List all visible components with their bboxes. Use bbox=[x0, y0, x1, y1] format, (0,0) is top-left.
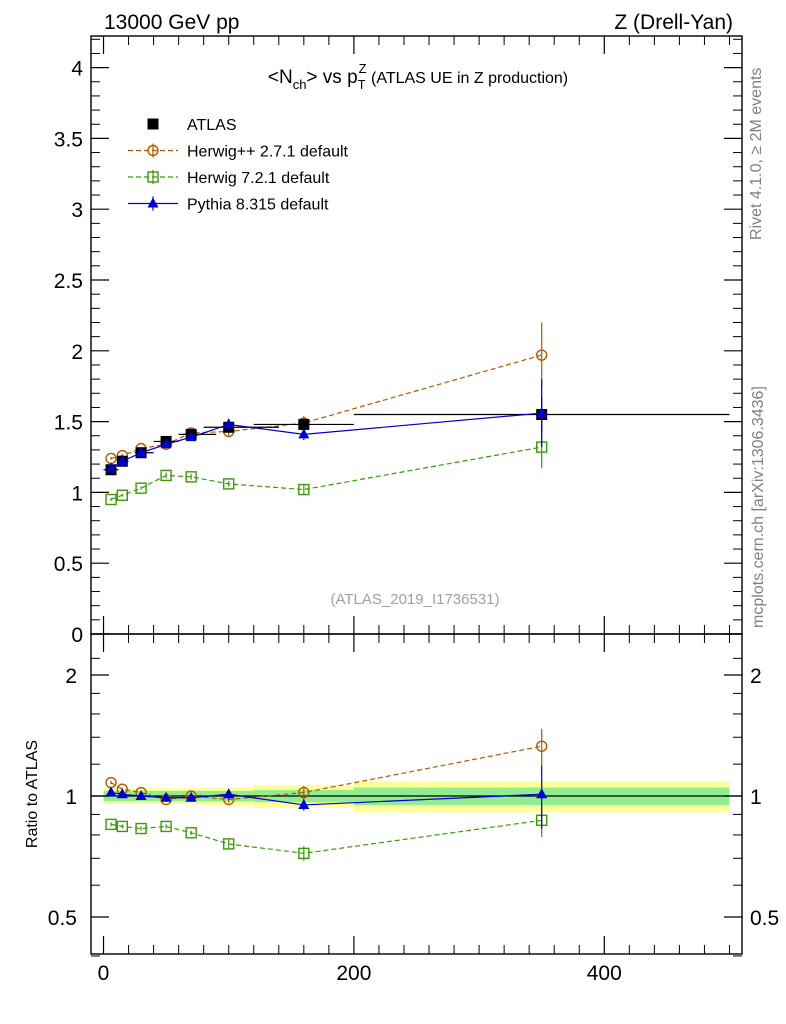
legend-marker bbox=[147, 171, 159, 183]
ratio-y-tick-label-right: 2 bbox=[750, 665, 762, 688]
main-line-herwig-7-2-1-default bbox=[110, 446, 542, 501]
ratio-point-pythia-8-315-default bbox=[116, 788, 128, 799]
ratio-point-herwig-7-2-1-default bbox=[116, 820, 128, 833]
ratio-point-herwig-7-2-1-default bbox=[223, 838, 235, 850]
y-tick-label: 2.5 bbox=[54, 270, 83, 293]
main-point-pythia-8-315-default bbox=[536, 407, 548, 418]
ratio-point-herwig-2-7-1-default bbox=[298, 786, 310, 799]
header-left: 13000 GeV pp bbox=[104, 11, 239, 34]
ratio-point-herwig-7-2-1-default bbox=[135, 822, 147, 835]
main-point-pythia-8-315-default bbox=[116, 455, 128, 466]
x-tick-label: 400 bbox=[587, 962, 622, 985]
ratio-point-herwig-2-7-1-default bbox=[535, 740, 548, 752]
y-tick-label: 4 bbox=[71, 58, 83, 81]
main-point-pythia-8-315-default bbox=[135, 446, 147, 457]
main-point-pythia-8-315-default bbox=[185, 431, 197, 442]
main-point-pythia-8-315-default bbox=[160, 438, 172, 449]
main-line-pythia-8-315-default bbox=[110, 412, 542, 469]
legend-marker bbox=[147, 118, 159, 130]
main-point-herwig-7-2-1-default bbox=[116, 489, 128, 501]
legend-marker bbox=[147, 197, 159, 208]
main-line-herwig-2-7-1-default bbox=[110, 354, 542, 459]
side-label-mcplots: mcplots.cern.ch [arXiv:1306.3436] bbox=[750, 386, 767, 628]
main-point-herwig-7-2-1-default bbox=[160, 469, 172, 482]
legend-label: Herwig++ 2.7.1 default bbox=[187, 144, 349, 161]
y-tick-label: 0.5 bbox=[54, 553, 83, 576]
y-tick-label: 0 bbox=[71, 624, 83, 647]
main-point-atlas bbox=[298, 418, 310, 430]
main-point-herwig-7-2-1-default bbox=[298, 483, 310, 496]
ratio-y-tick-label: 0.5 bbox=[48, 907, 77, 930]
y-tick-label: 3.5 bbox=[54, 128, 83, 151]
main-point-pythia-8-315-default bbox=[105, 462, 117, 473]
legend-label: Pythia 8.315 default bbox=[187, 197, 329, 214]
ratio-ylabel: Ratio to ATLAS bbox=[24, 740, 41, 848]
main-point-herwig-7-2-1-default bbox=[223, 478, 235, 490]
ratio-y-tick-label: 1 bbox=[65, 786, 77, 809]
y-tick-label: 1.5 bbox=[54, 412, 83, 435]
legend-marker bbox=[147, 144, 159, 157]
ratio-point-herwig-7-2-1-default bbox=[298, 847, 310, 860]
main-point-herwig-2-7-1-default bbox=[535, 349, 548, 361]
ratio-point-herwig-7-2-1-default bbox=[185, 827, 197, 839]
analysis-watermark: (ATLAS_2019_I1736531) bbox=[330, 591, 499, 608]
ratio-point-pythia-8-315-default bbox=[160, 791, 172, 802]
main-point-pythia-8-315-default bbox=[223, 418, 235, 429]
main-point-herwig-7-2-1-default bbox=[105, 493, 117, 506]
ratio-point-pythia-8-315-default bbox=[185, 791, 197, 802]
side-label-rivet: Rivet 4.1.0, ≥ 2M events bbox=[748, 68, 765, 240]
ratio-y-tick-label-right: 0.5 bbox=[750, 907, 779, 930]
ratio-point-pythia-8-315-default bbox=[105, 786, 117, 797]
ratio-frame bbox=[90, 633, 743, 955]
ratio-y-tick-label: 2 bbox=[65, 665, 77, 688]
ratio-point-pythia-8-315-default bbox=[536, 788, 548, 799]
ratio-line-herwig-7-2-1-default bbox=[110, 819, 542, 854]
main-point-herwig-7-2-1-default bbox=[135, 482, 147, 494]
x-tick-label: 200 bbox=[336, 962, 371, 985]
legend-label: ATLAS bbox=[187, 117, 237, 134]
ratio-point-pythia-8-315-default bbox=[298, 798, 310, 809]
ratio-point-pythia-8-315-default bbox=[223, 788, 235, 799]
y-tick-label: 2 bbox=[71, 341, 83, 364]
main-title: <Nch> vs pTZ (ATLAS UE in Z production) bbox=[268, 61, 568, 92]
main-point-herwig-7-2-1-default bbox=[185, 471, 197, 483]
main-point-pythia-8-315-default bbox=[298, 428, 310, 439]
ratio-point-herwig-7-2-1-default bbox=[105, 818, 117, 831]
x-tick-label: 0 bbox=[98, 962, 110, 985]
ratio-line-herwig-2-7-1-default bbox=[110, 745, 542, 801]
y-tick-label: 1 bbox=[71, 482, 83, 505]
legend-label: Herwig 7.2.1 default bbox=[187, 170, 330, 187]
y-tick-label: 3 bbox=[71, 199, 83, 222]
ratio-point-herwig-7-2-1-default bbox=[160, 820, 172, 833]
ratio-point-pythia-8-315-default bbox=[135, 790, 147, 800]
header-right: Z (Drell-Yan) bbox=[614, 11, 733, 34]
ratio-y-tick-label-right: 1 bbox=[750, 786, 762, 809]
